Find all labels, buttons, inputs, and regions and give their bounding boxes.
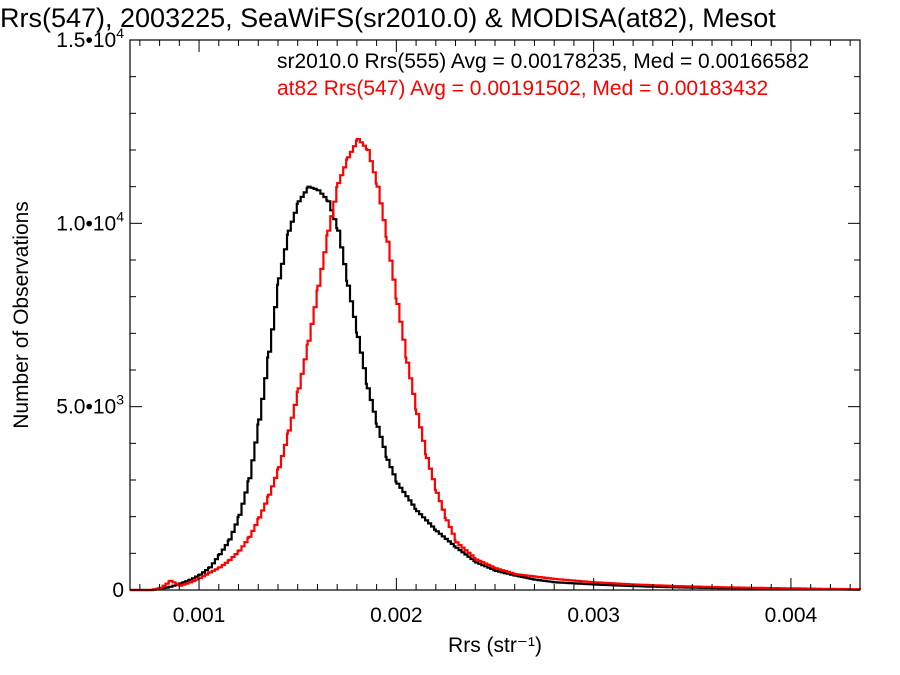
- series-line-1: [130, 137, 862, 592]
- series-line-0: [130, 185, 860, 592]
- x-tick-label: 0.002: [370, 604, 423, 627]
- plot-frame: [129, 39, 861, 591]
- x-tick-label: 0.004: [765, 604, 818, 627]
- y-axis-label: Number of Observations: [10, 201, 33, 429]
- x-axis-label: Rrs (str⁻¹): [448, 634, 542, 657]
- stats-annotation-1: at82 Rrs(547) Avg = 0.00191502, Med = 0.…: [277, 77, 768, 100]
- chart-title: Rrs(547), 2003225, SeaWiFS(sr2010.0) & M…: [0, 3, 776, 33]
- x-tick-label: 0.001: [173, 604, 226, 627]
- y-tick-label: 5.0•103: [56, 392, 124, 419]
- x-tick-label: 0.003: [567, 604, 620, 627]
- y-tick-label: 0: [112, 579, 124, 602]
- stats-annotation-0: sr2010.0 Rrs(555) Avg = 0.00178235, Med …: [277, 50, 809, 73]
- y-tick-label: 1.0•104: [56, 208, 124, 235]
- y-tick-label: 1.5•104: [56, 25, 124, 52]
